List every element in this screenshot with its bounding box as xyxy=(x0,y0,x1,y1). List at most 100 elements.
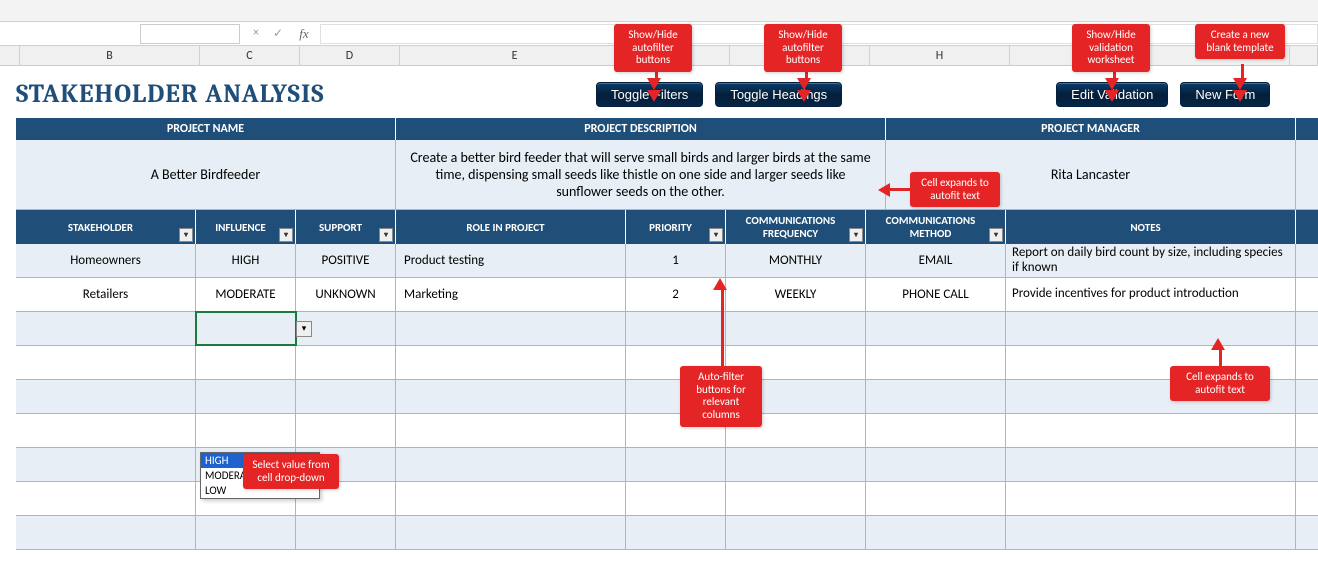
cell[interactable] xyxy=(396,414,626,447)
col-header[interactable] xyxy=(1290,46,1318,66)
cell[interactable] xyxy=(16,312,196,345)
cell[interactable] xyxy=(396,380,626,413)
project-info-row: A Better Birdfeeder Create a better bird… xyxy=(16,140,1318,210)
table-row xyxy=(16,414,1318,448)
cell[interactable] xyxy=(396,346,626,379)
cell[interactable] xyxy=(296,346,396,379)
cell-stakeholder[interactable]: Retailers xyxy=(16,278,196,311)
cell[interactable] xyxy=(866,448,1006,481)
col-header[interactable]: H xyxy=(870,46,1010,66)
cell[interactable] xyxy=(296,516,396,549)
th-role: ROLE IN PROJECT xyxy=(396,210,626,244)
cell[interactable] xyxy=(1006,414,1296,447)
cell-support[interactable]: UNKNOWN xyxy=(296,278,396,311)
cell-stakeholder[interactable]: Homeowners xyxy=(16,244,196,278)
filter-icon[interactable]: ▾ xyxy=(709,228,723,242)
cell-notes[interactable]: Report on daily bird count by size, incl… xyxy=(1006,244,1296,278)
cell-comm-freq[interactable]: WEEKLY xyxy=(726,278,866,311)
cell-comm-method[interactable]: EMAIL xyxy=(866,244,1006,278)
th-comm-freq: COMMUNICATIONS FREQUENCY▾ xyxy=(726,210,866,244)
cell[interactable] xyxy=(626,448,726,481)
confirm-icon[interactable]: ✓ xyxy=(270,26,286,42)
cell[interactable] xyxy=(396,516,626,549)
cell[interactable] xyxy=(396,448,626,481)
cell[interactable] xyxy=(16,380,196,413)
cell[interactable] xyxy=(626,312,726,345)
cell-notes[interactable]: Provide incentives for product introduct… xyxy=(1006,278,1296,311)
cell-comm-method[interactable]: PHONE CALL xyxy=(866,278,1006,311)
cell[interactable] xyxy=(296,414,396,447)
cell[interactable] xyxy=(1006,516,1296,549)
cell[interactable] xyxy=(16,516,196,549)
page-title: STAKEHOLDER ANALYSIS xyxy=(16,79,596,109)
cancel-icon[interactable]: × xyxy=(248,26,264,42)
filter-icon[interactable]: ▾ xyxy=(849,228,863,242)
col-header[interactable]: C xyxy=(200,46,300,66)
cell[interactable] xyxy=(396,482,626,515)
cell[interactable] xyxy=(196,346,296,379)
th-comm-method: COMMUNICATIONS METHOD▾ xyxy=(866,210,1006,244)
cell[interactable] xyxy=(16,414,196,447)
project-desc-cell[interactable]: Create a better bird feeder that will se… xyxy=(396,140,886,209)
cell[interactable] xyxy=(1006,312,1296,345)
new-form-button[interactable]: New Form xyxy=(1180,82,1270,107)
filter-icon[interactable]: ▾ xyxy=(989,228,1003,242)
fx-icon[interactable]: fx xyxy=(296,26,312,42)
cell-support[interactable]: POSITIVE xyxy=(296,244,396,278)
project-name-cell[interactable]: A Better Birdfeeder xyxy=(16,140,396,209)
cell[interactable] xyxy=(866,312,1006,345)
filter-icon[interactable]: ▾ xyxy=(179,228,193,242)
cell-influence[interactable]: MODERATE xyxy=(196,278,296,311)
name-box[interactable] xyxy=(140,24,240,44)
cell-influence[interactable]: HIGH xyxy=(196,244,296,278)
arrow-icon xyxy=(1216,338,1225,368)
active-cell-influence[interactable]: ▾ xyxy=(196,312,296,345)
callout: Select value from cell drop-down xyxy=(243,454,339,489)
cell[interactable] xyxy=(16,448,196,481)
arrow-icon xyxy=(878,182,912,197)
callout: Show/Hide validation worksheet xyxy=(1072,24,1150,72)
cell-priority[interactable]: 1 xyxy=(626,244,726,278)
cell[interactable] xyxy=(866,516,1006,549)
cell[interactable] xyxy=(726,448,866,481)
cell[interactable] xyxy=(1006,448,1296,481)
filter-icon[interactable]: ▾ xyxy=(379,228,393,242)
cell-priority[interactable]: 2 xyxy=(626,278,726,311)
cell[interactable] xyxy=(866,414,1006,447)
col-header[interactable]: B xyxy=(20,46,200,66)
cell[interactable] xyxy=(726,482,866,515)
cell[interactable] xyxy=(866,380,1006,413)
table-row: Retailers MODERATE UNKNOWN Marketing 2 W… xyxy=(16,278,1318,312)
corner-cell[interactable] xyxy=(0,46,20,66)
col-header[interactable]: D xyxy=(300,46,400,66)
cell[interactable] xyxy=(16,346,196,379)
project-mgr-header: PROJECT MANAGER xyxy=(886,118,1296,140)
cell[interactable] xyxy=(1006,482,1296,515)
toggle-headings-button[interactable]: Toggle Headings xyxy=(715,82,842,107)
formula-bar-buttons: × ✓ fx xyxy=(248,26,312,42)
th-notes: NOTES xyxy=(1006,210,1296,244)
cell[interactable] xyxy=(866,346,1006,379)
col-header[interactable]: E xyxy=(400,46,630,66)
table-header-row: STAKEHOLDER▾ INFLUENCE▾ SUPPORT▾ ROLE IN… xyxy=(16,210,1318,244)
project-name-header: PROJECT NAME xyxy=(16,118,396,140)
cell[interactable] xyxy=(626,516,726,549)
cell[interactable] xyxy=(296,380,396,413)
callout: Create a new blank template xyxy=(1195,24,1285,59)
cell-comm-freq[interactable]: MONTHLY xyxy=(726,244,866,278)
cell[interactable] xyxy=(16,482,196,515)
cell[interactable] xyxy=(196,516,296,549)
cell[interactable] xyxy=(726,312,866,345)
cell[interactable] xyxy=(196,414,296,447)
cell-role[interactable]: Marketing xyxy=(396,278,626,311)
project-header-row: PROJECT NAME PROJECT DESCRIPTION PROJECT… xyxy=(16,118,1318,140)
cell-role[interactable]: Product testing xyxy=(396,244,626,278)
filter-icon[interactable]: ▾ xyxy=(279,228,293,242)
cell[interactable] xyxy=(626,482,726,515)
table-row xyxy=(16,516,1318,550)
cell[interactable] xyxy=(396,312,626,345)
cell[interactable] xyxy=(866,482,1006,515)
cell[interactable] xyxy=(726,516,866,549)
cell[interactable] xyxy=(196,380,296,413)
dropdown-icon[interactable]: ▾ xyxy=(296,321,312,337)
